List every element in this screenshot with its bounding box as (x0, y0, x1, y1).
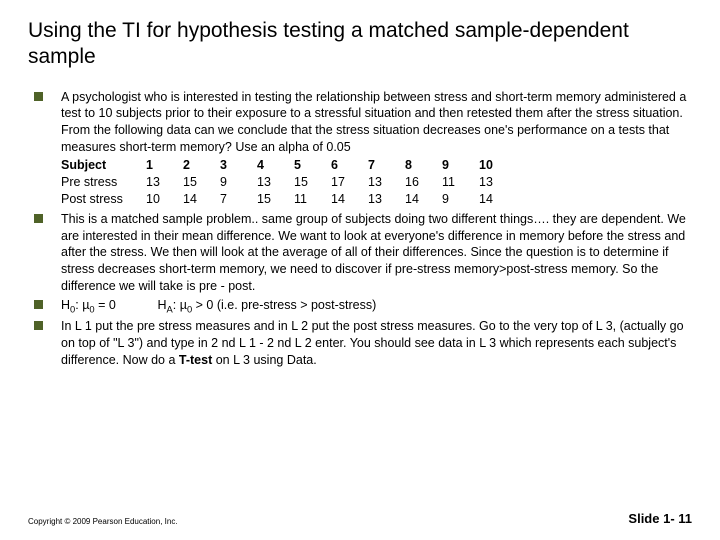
bullet-1-para: A psychologist who is interested in test… (61, 90, 686, 155)
tbl-h5: 5 (294, 158, 301, 172)
bullet-2: This is a matched sample problem.. same … (34, 211, 692, 295)
tbl-c: 14 (405, 191, 442, 208)
tbl-c: 11 (442, 174, 479, 191)
tbl-c: 11 (294, 191, 331, 208)
slide-title: Using the TI for hypothesis testing a ma… (28, 18, 692, 71)
b4-bold: T-test (179, 353, 212, 367)
tbl-c: 13 (146, 174, 183, 191)
tbl-h7: 7 (368, 158, 375, 172)
tbl-h3: 3 (220, 158, 227, 172)
bullet-marker-icon (34, 321, 43, 330)
tbl-c: 16 (405, 174, 442, 191)
h0-h: H (61, 298, 70, 312)
bullet-marker-icon (34, 214, 43, 223)
b4-post: on L 3 using Data. (212, 353, 316, 367)
bullet-4-text: In L 1 put the pre stress measures and i… (61, 318, 692, 369)
content-area: A psychologist who is interested in test… (28, 89, 692, 540)
ha-mu: : µ (173, 298, 187, 312)
tbl-h1: 1 (146, 158, 153, 172)
tbl-c: 14 (331, 191, 368, 208)
h0-rest: = 0 (95, 298, 116, 312)
tbl-c: 15 (257, 191, 294, 208)
tbl-h4: 4 (257, 158, 264, 172)
bullet-4: In L 1 put the pre stress measures and i… (34, 318, 692, 369)
copyright-text: Copyright © 2009 Pearson Education, Inc. (28, 517, 178, 526)
data-table: Subject 1 2 3 4 5 6 7 8 9 10 Pre stress (61, 157, 516, 208)
tbl-h8: 8 (405, 158, 412, 172)
tbl-c: 13 (368, 174, 405, 191)
bullet-1: A psychologist who is interested in test… (34, 89, 692, 209)
ha-h: H (158, 298, 167, 312)
slide-number: Slide 1- 11 (628, 511, 692, 526)
footer: Copyright © 2009 Pearson Education, Inc.… (28, 511, 692, 526)
h0-mu: : µ (75, 298, 89, 312)
table-row-header: Subject 1 2 3 4 5 6 7 8 9 10 (61, 157, 516, 174)
ha-rest: > 0 (i.e. pre-stress > post-stress) (192, 298, 376, 312)
tbl-c: 15 (294, 174, 331, 191)
tbl-h9: 9 (442, 158, 449, 172)
table-row: Pre stress 13 15 9 13 15 17 13 16 11 13 (61, 174, 516, 191)
bullet-3-text: H0: µ0 = 0 HA: µ0 > 0 (i.e. pre-stress >… (61, 297, 376, 316)
bullet-2-text: This is a matched sample problem.. same … (61, 211, 692, 295)
tbl-r2-lbl: Post stress (61, 191, 146, 208)
tbl-c: 13 (479, 174, 516, 191)
table-row: Post stress 10 14 7 15 11 14 13 14 9 14 (61, 191, 516, 208)
tbl-c: 10 (146, 191, 183, 208)
tbl-h10: 10 (479, 158, 493, 172)
tbl-h2: 2 (183, 158, 190, 172)
tbl-c: 9 (220, 174, 257, 191)
tbl-c: 7 (220, 191, 257, 208)
bullet-marker-icon (34, 300, 43, 309)
tbl-c: 15 (183, 174, 220, 191)
bullet-1-text: A psychologist who is interested in test… (61, 89, 692, 209)
tbl-c: 13 (368, 191, 405, 208)
tbl-c: 14 (479, 191, 516, 208)
tbl-hdr-label: Subject (61, 158, 106, 172)
tbl-h6: 6 (331, 158, 338, 172)
b4-pre: In L 1 put the pre stress measures and i… (61, 319, 684, 367)
tbl-c: 9 (442, 191, 479, 208)
bullet-marker-icon (34, 92, 43, 101)
bullet-3: H0: µ0 = 0 HA: µ0 > 0 (i.e. pre-stress >… (34, 297, 692, 316)
tbl-c: 17 (331, 174, 368, 191)
tbl-c: 14 (183, 191, 220, 208)
slide-container: Using the TI for hypothesis testing a ma… (0, 0, 720, 540)
tbl-c: 13 (257, 174, 294, 191)
tbl-r1-lbl: Pre stress (61, 174, 146, 191)
